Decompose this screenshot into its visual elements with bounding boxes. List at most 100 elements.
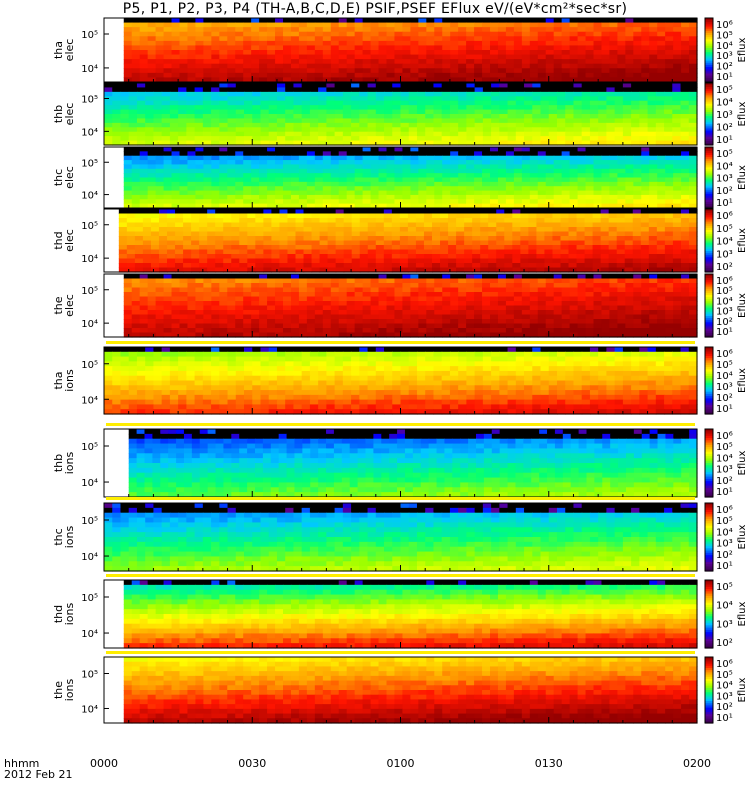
spectrogram-cell <box>480 209 489 215</box>
spectrogram-cell <box>400 118 410 124</box>
spectrogram-cell <box>267 181 276 187</box>
spectrogram-cell <box>569 177 579 183</box>
spectrogram-cell <box>153 87 163 93</box>
spectrogram-cell <box>301 127 311 133</box>
spectrogram-cell <box>386 164 396 170</box>
spectrogram-cell <box>394 155 404 161</box>
spectrogram-cell <box>561 194 571 200</box>
spectrogram-cell <box>346 18 356 24</box>
spectrogram-cell <box>681 287 690 293</box>
spectrogram-cell <box>314 68 324 74</box>
spectrogram-cell <box>466 278 475 284</box>
spectrogram-cell <box>569 45 579 51</box>
spectrogram-cell <box>131 59 141 65</box>
spectrogram-cell <box>145 122 155 128</box>
spectrogram-cell <box>552 240 562 246</box>
spectrogram-cell <box>641 203 650 209</box>
spectrogram-cell <box>448 227 457 233</box>
spectrogram-cell <box>195 36 204 42</box>
spectrogram-cell <box>259 18 268 24</box>
colorbar-segment <box>705 52 713 55</box>
spectrogram-cell <box>235 50 244 56</box>
spectrogram-cell <box>505 77 515 83</box>
spectrogram-cell <box>456 222 465 228</box>
spectrogram-cell <box>235 177 244 183</box>
spectrogram-cell <box>458 301 467 307</box>
spectrogram-cell <box>359 109 369 115</box>
spectrogram-cell <box>507 96 517 102</box>
spectrogram-cell <box>577 168 587 174</box>
spectrogram-cell <box>402 173 411 179</box>
spectrogram-cell <box>306 274 316 280</box>
spectrogram-cell <box>301 87 311 93</box>
spectrogram-cell <box>657 287 666 293</box>
spectrogram-cell <box>497 147 507 152</box>
spectrogram-cell <box>573 122 583 128</box>
spectrogram-cell <box>689 173 698 179</box>
spectrogram-cell <box>327 213 337 219</box>
spectrogram-cell <box>491 127 500 133</box>
spectrogram-cell <box>474 136 484 142</box>
spectrogram-cell <box>330 147 340 152</box>
spectrogram-cell <box>552 227 562 233</box>
spectrogram-cell <box>521 155 531 161</box>
spectrogram-cell <box>295 249 305 255</box>
spectrogram-cell <box>426 151 435 157</box>
spectrogram-cell <box>375 263 385 269</box>
spectrogram-cell <box>521 45 531 51</box>
spectrogram-cell <box>319 209 329 215</box>
spectrogram-cell <box>641 22 650 28</box>
spectrogram-cell <box>625 173 634 179</box>
spectrogram-cell <box>290 186 300 192</box>
spectrogram-cell <box>639 91 649 97</box>
spectrogram-cell <box>370 296 380 302</box>
spectrogram-cell <box>490 283 499 289</box>
spectrogram-cell <box>592 227 602 233</box>
spectrogram-cell <box>641 147 650 152</box>
spectrogram-cell <box>386 199 396 205</box>
spectrogram-cell <box>617 160 626 166</box>
spectrogram-cell <box>491 114 500 120</box>
spectrogram-cell <box>346 45 356 51</box>
spectrogram-cell <box>631 127 640 133</box>
spectrogram-cell <box>665 31 674 37</box>
spectrogram-cell <box>147 305 157 311</box>
spectrogram-cell <box>641 305 650 311</box>
spectrogram-cell <box>440 254 449 260</box>
spectrogram-cell <box>383 218 393 224</box>
spectrogram-cell <box>227 40 236 47</box>
spectrogram-cell <box>283 287 292 293</box>
spectrogram-cell <box>497 194 507 200</box>
spectrogram-cell <box>490 18 499 24</box>
spectrogram-cell <box>104 118 113 124</box>
spectrogram-cell <box>330 151 340 157</box>
spectrogram-cell <box>458 194 467 200</box>
spectrogram-cell <box>490 305 499 311</box>
spectrogram-cell <box>581 91 591 97</box>
spectrogram-cell <box>672 209 682 215</box>
spectrogram-cell <box>263 209 272 215</box>
spectrogram-cell <box>394 199 404 205</box>
spectrogram-cell <box>136 100 146 106</box>
spectrogram-cell <box>458 114 467 120</box>
spectrogram-cell <box>362 177 372 183</box>
spectrogram-cell <box>139 305 149 311</box>
spectrogram-cell <box>402 274 411 280</box>
spectrogram-cell <box>235 168 244 174</box>
spectrogram-cell <box>416 100 426 106</box>
spectrogram-cell <box>544 213 554 219</box>
spectrogram-cell <box>556 109 566 115</box>
spectrogram-cell <box>362 151 372 157</box>
colorbar-segment <box>705 89 713 92</box>
spectrogram-cell <box>576 258 586 264</box>
spectrogram-cell <box>553 36 563 42</box>
spectrogram-cell <box>400 127 410 133</box>
spectrogram-cell <box>370 77 380 83</box>
spectrogram-cell <box>601 199 611 205</box>
spectrogram-cell <box>458 72 467 79</box>
spectrogram-cell <box>359 249 369 255</box>
spectrogram-cell <box>569 63 579 69</box>
spectrogram-cell <box>458 177 467 183</box>
spectrogram-cell <box>271 249 281 255</box>
spectrogram-cell <box>163 63 173 69</box>
